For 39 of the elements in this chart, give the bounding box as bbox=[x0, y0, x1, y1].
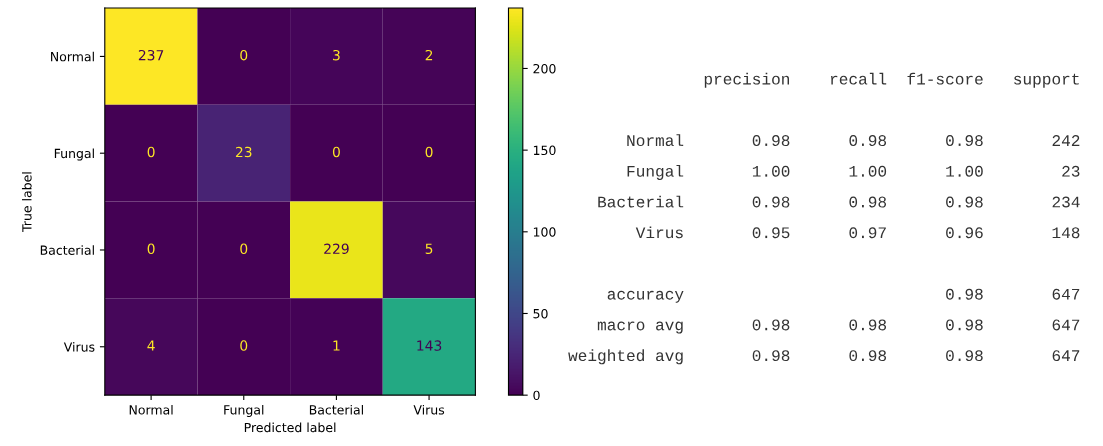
data-label: 23 bbox=[235, 146, 252, 158]
color-bar-label: 0 bbox=[533, 390, 540, 401]
text: Fungal 1.00 1.00 1.00 23 bbox=[627, 164, 1080, 180]
y-axis-title: True label bbox=[21, 172, 32, 232]
data-label: 0 bbox=[240, 243, 248, 255]
data-label: 0 bbox=[332, 146, 340, 158]
data-label: 0 bbox=[425, 146, 433, 158]
data-label: 237 bbox=[138, 49, 164, 61]
data-label: 229 bbox=[324, 243, 349, 255]
data-label: 0 bbox=[147, 243, 155, 255]
text: weighted avg 0.98 0.98 0.98 647 bbox=[568, 349, 1080, 365]
y-tick-label: Normal bbox=[51, 51, 94, 62]
text: Bacterial 0.98 0.98 0.98 234 bbox=[598, 195, 1080, 208]
text: precision recall f1-score support bbox=[704, 72, 1079, 88]
data-label: 0 bbox=[147, 146, 155, 158]
y-tick-label: Fungal bbox=[54, 148, 94, 161]
data-label: 0 bbox=[240, 340, 248, 351]
data-label: 0 bbox=[240, 49, 248, 61]
color-bar-label: 200 bbox=[533, 63, 556, 74]
data-label: 5 bbox=[425, 243, 433, 255]
data-label: 3 bbox=[333, 49, 340, 61]
y-tick-label: Bacterial bbox=[40, 245, 94, 255]
data-label: 1 bbox=[333, 340, 340, 351]
x-tick-label: Normal bbox=[129, 404, 173, 415]
x-tick-label: Virus bbox=[413, 404, 445, 415]
y-tick-label: Virus bbox=[63, 342, 95, 352]
color-bar-label: 100 bbox=[533, 227, 556, 237]
text: macro avg 0.98 0.98 0.98 647 bbox=[597, 319, 1080, 334]
data-label: 4 bbox=[147, 340, 155, 351]
data-label: 2 bbox=[425, 49, 433, 61]
data-label: 143 bbox=[417, 340, 442, 351]
text: accuracy 0.98 647 bbox=[607, 288, 1080, 303]
text: Virus 0.95 0.97 0.96 148 bbox=[635, 226, 1080, 239]
color-bar-label: 150 bbox=[533, 145, 556, 156]
color-bar-label: 50 bbox=[533, 308, 548, 319]
x-tick-label: Bacterial bbox=[309, 404, 363, 415]
x-tick-label: Fungal bbox=[224, 404, 264, 417]
x-axis-title: Predicted label bbox=[244, 422, 336, 433]
text: Normal 0.98 0.98 0.98 242 bbox=[627, 134, 1080, 147]
